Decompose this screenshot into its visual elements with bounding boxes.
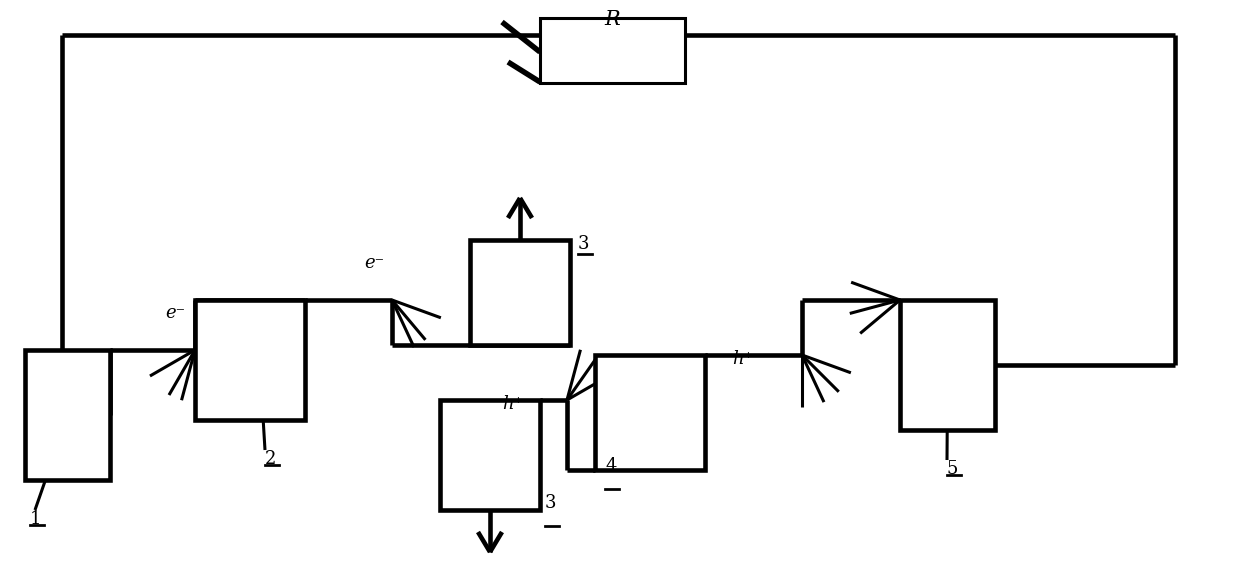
Text: h⁺: h⁺ [732,350,753,368]
Bar [539,18,684,83]
Text: 3: 3 [546,494,557,512]
Text: 1: 1 [30,510,41,528]
Text: 3: 3 [578,235,589,253]
Text: h⁺: h⁺ [502,395,523,413]
Text: e⁻: e⁻ [165,304,185,322]
Bar [25,350,110,480]
Bar [470,240,570,345]
Text: 2: 2 [265,450,277,468]
Text: R: R [604,10,620,29]
Bar [900,300,994,430]
Bar [195,300,305,420]
Bar [595,355,706,470]
Text: 5: 5 [947,460,959,478]
Text: 4: 4 [605,457,616,475]
Bar [440,400,539,510]
Text: e⁻: e⁻ [363,254,384,272]
